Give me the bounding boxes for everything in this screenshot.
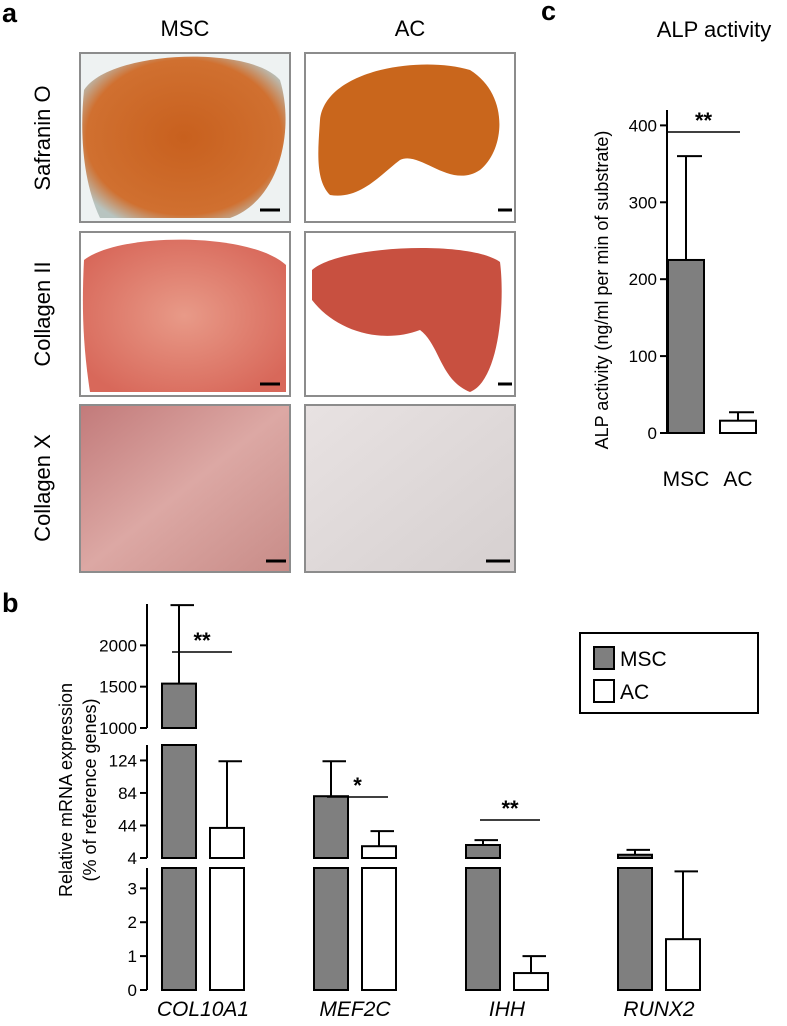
tissue <box>82 56 286 218</box>
y-tick-label: 44 <box>118 816 137 835</box>
significance: * <box>353 773 362 798</box>
row-header: Collagen X <box>30 434 55 542</box>
significance: ** <box>695 108 713 133</box>
y-tick-label: 2000 <box>99 636 137 655</box>
tissue <box>312 248 502 392</box>
bar <box>513 972 549 991</box>
y-tick-label: 1500 <box>99 678 137 697</box>
bar <box>361 867 397 991</box>
y-tick-label: 0 <box>128 981 137 1000</box>
row-header: Safranin O <box>30 85 55 190</box>
panel-label: b <box>2 588 19 618</box>
x-tick-label: RUNX2 <box>623 998 695 1021</box>
y-tick-label: 0 <box>648 424 657 443</box>
legend-swatch <box>593 646 615 670</box>
bar <box>313 867 349 991</box>
bar <box>719 419 757 435</box>
x-tick-label: IHH <box>489 998 526 1021</box>
y-tick-label: 3 <box>128 879 137 898</box>
image-frame <box>79 404 291 573</box>
micrographs <box>79 52 516 573</box>
row-header: Collagen II <box>30 261 55 366</box>
image-frame <box>304 404 516 573</box>
y-tick-label: 2 <box>128 913 137 932</box>
panel-label: a <box>2 0 18 28</box>
y-tick-label: 124 <box>109 751 137 770</box>
bar <box>161 744 197 859</box>
x-tick-label: MSC <box>663 468 710 491</box>
x-tick-label: AC <box>723 468 752 491</box>
significance: ** <box>501 796 519 821</box>
bar <box>161 682 197 729</box>
y-tick-label: 4 <box>128 849 137 868</box>
tissue <box>82 239 286 392</box>
bar <box>361 845 397 859</box>
y-tick-label: 100 <box>629 347 657 366</box>
bar <box>617 867 653 991</box>
y-axis-label: ALP activity (ng/ml per min of substrate… <box>592 131 612 450</box>
legend-label: MSC <box>620 648 667 671</box>
x-tick-label: COL10A1 <box>157 998 249 1021</box>
legend-swatch <box>593 679 615 703</box>
bar <box>161 867 197 991</box>
y-tick-label: 200 <box>629 270 657 289</box>
panel-label: c <box>541 0 556 26</box>
legend-label: AC <box>620 681 649 704</box>
y-tick-label: 300 <box>629 193 657 212</box>
y-tick-label: 1 <box>128 947 137 966</box>
y-axis-label: (% of reference genes) <box>80 698 100 881</box>
y-tick-label: 400 <box>629 116 657 135</box>
bar <box>465 843 501 859</box>
chart-title: ALP activity <box>657 17 772 42</box>
bar <box>667 258 705 435</box>
bar <box>313 795 349 859</box>
x-tick-label: MEF2C <box>319 998 391 1021</box>
column-header: MSC <box>161 16 210 41</box>
bar <box>209 867 245 991</box>
significance: ** <box>193 628 211 653</box>
column-header: AC <box>395 16 426 41</box>
scale-bars <box>260 208 512 563</box>
bar <box>617 853 653 860</box>
bar <box>465 867 501 991</box>
bar <box>665 938 701 992</box>
bar <box>209 826 245 859</box>
y-tick-label: 84 <box>118 784 137 803</box>
tissue <box>318 64 500 196</box>
y-tick-label: 1000 <box>99 719 137 738</box>
y-axis-label: Relative mRNA expression <box>56 683 76 897</box>
